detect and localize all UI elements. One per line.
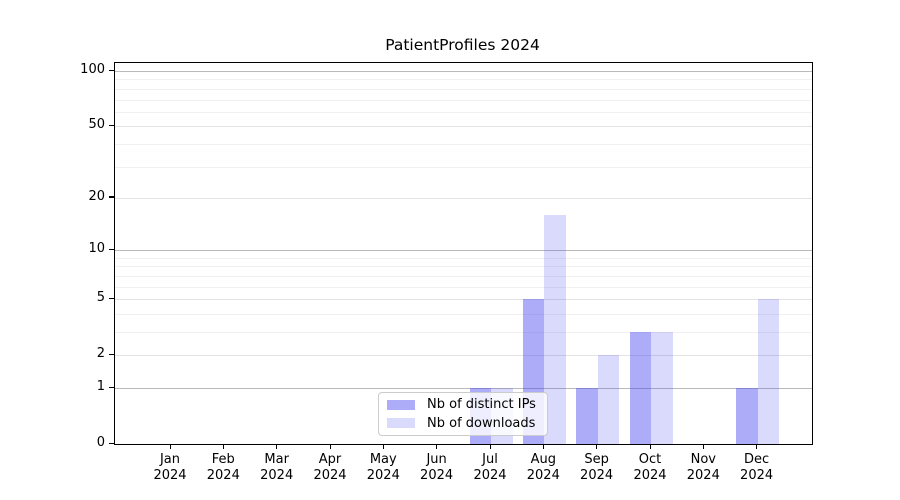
y-tick-label-20: 20 — [88, 188, 105, 204]
x-tick-apr — [329, 444, 331, 449]
legend-label: Nb of downloads — [427, 415, 536, 431]
minor-gridline-y-4 — [115, 313, 812, 315]
chart-title: PatientProfiles 2024 — [385, 36, 540, 54]
y-tick-label-50: 50 — [88, 117, 105, 133]
x-tick-label-oct: Oct 2024 — [633, 452, 667, 483]
minor-gridline-y-40 — [115, 143, 812, 145]
y-tick-label-100: 100 — [80, 62, 105, 77]
legend-swatch-distinct-ips — [387, 399, 415, 410]
gridline-y-10 — [115, 250, 812, 252]
y-tick-5 — [109, 297, 114, 299]
x-tick-label-sep: Sep 2024 — [580, 452, 614, 483]
bar-distinct-ips-sep — [576, 388, 598, 444]
x-tick-label-mar: Mar 2024 — [260, 452, 294, 483]
x-tick-label-may: May 2024 — [366, 452, 400, 483]
x-tick-oct — [649, 444, 651, 449]
legend-label: Nb of distinct IPs — [427, 397, 536, 413]
bar-downloads-dec — [757, 299, 780, 444]
bar-downloads-sep — [597, 355, 620, 444]
y-tick-label-10: 10 — [88, 241, 105, 257]
legend: Nb of distinct IPs Nb of downloads — [378, 392, 548, 436]
x-tick-sep — [596, 444, 598, 449]
gridline-y-1 — [115, 388, 812, 389]
x-tick-label-jul: Jul 2024 — [473, 452, 507, 483]
x-tick-jun — [436, 444, 438, 449]
x-tick-dec — [756, 444, 758, 449]
x-tick-jul — [489, 444, 491, 449]
minor-gridline-y-30 — [115, 166, 812, 168]
x-tick-label-jan: Jan 2024 — [153, 452, 187, 483]
plot-area — [114, 62, 813, 445]
minor-gridline-y-6 — [115, 286, 812, 288]
y-tick-label-1: 1 — [96, 379, 105, 394]
minor-gridline-y-60 — [115, 111, 812, 113]
y-tick-10 — [109, 248, 114, 250]
minor-gridline-y-9 — [115, 257, 812, 259]
x-tick-aug — [542, 444, 545, 449]
x-tick-label-jun: Jun 2024 — [420, 452, 454, 483]
y-tick-label-5: 5 — [96, 290, 105, 306]
x-tick-nov — [702, 444, 705, 449]
x-tick-feb — [222, 444, 225, 449]
x-tick-label-nov: Nov 2024 — [686, 452, 720, 483]
gridline-y-20 — [115, 197, 812, 199]
minor-gridline-y-90 — [115, 79, 812, 81]
gridline-y-2 — [115, 355, 812, 357]
y-tick-100 — [109, 69, 114, 71]
y-tick-0 — [109, 442, 114, 444]
x-tick-label-feb: Feb 2024 — [206, 452, 240, 483]
bar-distinct-ips-oct — [629, 332, 651, 444]
gridline-y-50 — [115, 126, 812, 128]
minor-gridline-y-8 — [115, 266, 812, 268]
gridline-y-5 — [115, 299, 812, 301]
x-tick-jan — [169, 444, 171, 449]
bar-downloads-oct — [651, 332, 673, 444]
minor-gridline-y-3 — [115, 332, 812, 333]
y-tick-label-2: 2 — [96, 346, 105, 362]
x-tick-label-aug: Aug 2024 — [526, 452, 560, 483]
y-tick-label-0: 0 — [96, 435, 105, 450]
y-tick-20 — [109, 196, 114, 198]
x-tick-mar — [276, 444, 278, 449]
x-tick-may — [382, 444, 385, 449]
y-tick-1 — [109, 386, 114, 388]
legend-item-downloads: Nb of downloads — [387, 416, 539, 432]
legend-swatch-downloads — [387, 418, 415, 429]
bar-downloads-aug — [544, 215, 566, 444]
bar-distinct-ips-dec — [736, 388, 758, 444]
x-tick-label-apr: Apr 2024 — [313, 452, 347, 483]
minor-gridline-y-80 — [115, 88, 812, 90]
x-tick-label-dec: Dec 2024 — [740, 452, 774, 483]
minor-gridline-y-70 — [115, 99, 812, 101]
y-tick-50 — [109, 124, 114, 126]
gridline-y-100 — [115, 71, 812, 72]
minor-gridline-y-7 — [115, 275, 812, 277]
legend-item-distinct-ips: Nb of distinct IPs — [387, 397, 539, 413]
y-tick-2 — [109, 353, 114, 355]
